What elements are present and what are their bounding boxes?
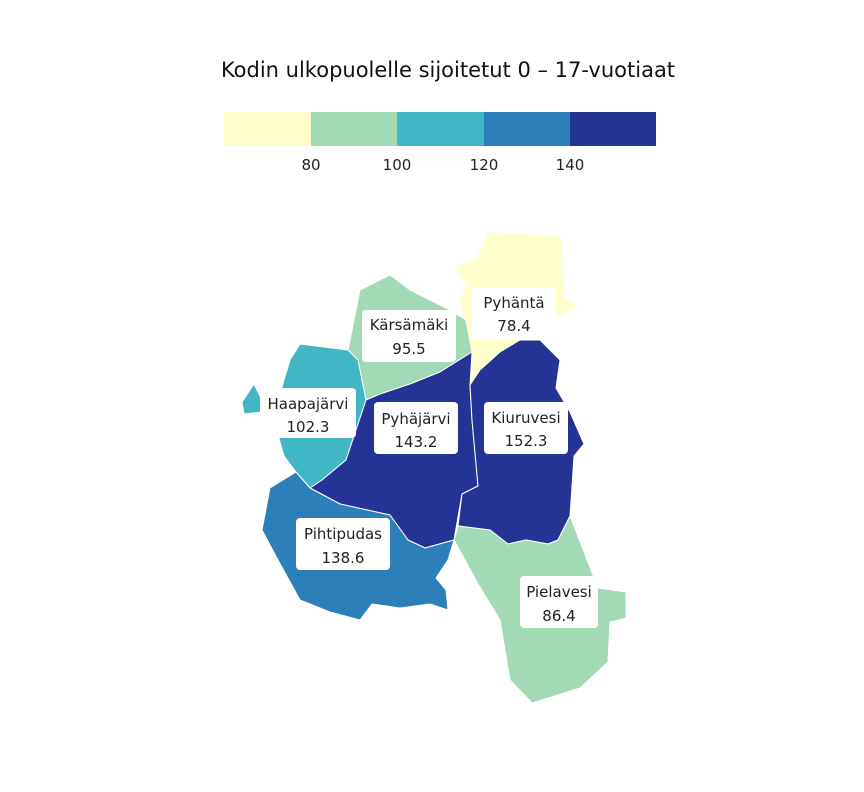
municipality-shapes	[241, 231, 627, 704]
legend-swatch-3	[397, 112, 484, 146]
label-pyhajarvi: Pyhäjärvi 143.2	[374, 402, 458, 454]
legend-swatch-1	[224, 112, 311, 146]
label-haapajarvi: Haapajärvi 102.3	[260, 388, 356, 438]
label-pielavesi: Pielavesi 86.4	[520, 576, 598, 628]
value-labels: Pyhäntä 78.4 Kärsämäki 95.5 Haapajärvi 1…	[260, 288, 598, 628]
map-title: Kodin ulkopuolelle sijoitetut 0 – 17-vuo…	[221, 58, 675, 82]
label-haapajarvi-name: Haapajärvi	[268, 395, 349, 413]
legend-tick-100: 100	[383, 156, 412, 174]
label-pyhanta-value: 78.4	[497, 317, 530, 335]
label-pielavesi-name: Pielavesi	[526, 583, 592, 601]
label-pielavesi-value: 86.4	[542, 607, 575, 625]
label-haapajarvi-value: 102.3	[287, 418, 330, 436]
legend-tick-120: 120	[470, 156, 499, 174]
label-pihtipudas-name: Pihtipudas	[304, 525, 382, 543]
label-kiuruvesi-value: 152.3	[505, 432, 548, 450]
label-pyhajarvi-name: Pyhäjärvi	[381, 410, 450, 428]
label-karsamaki-name: Kärsämäki	[370, 316, 449, 334]
legend-swatch-5	[570, 112, 656, 146]
label-pyhajarvi-value: 143.2	[395, 433, 438, 451]
legend-tick-80: 80	[301, 156, 320, 174]
legend-swatch-4	[484, 112, 570, 146]
label-karsamaki: Kärsämäki 95.5	[362, 310, 456, 362]
legend-tick-140: 140	[556, 156, 585, 174]
label-kiuruvesi-name: Kiuruvesi	[491, 409, 560, 427]
label-karsamaki-value: 95.5	[392, 340, 425, 358]
legend: 80 100 120 140	[224, 112, 656, 174]
label-pihtipudas-value: 138.6	[322, 549, 365, 567]
label-pyhanta: Pyhäntä 78.4	[472, 288, 556, 340]
label-pyhanta-name: Pyhäntä	[483, 294, 544, 312]
region-haapajarvi-islet	[241, 383, 263, 415]
label-pihtipudas: Pihtipudas 138.6	[296, 518, 390, 570]
legend-swatch-2	[311, 112, 397, 146]
label-kiuruvesi: Kiuruvesi 152.3	[484, 402, 568, 454]
